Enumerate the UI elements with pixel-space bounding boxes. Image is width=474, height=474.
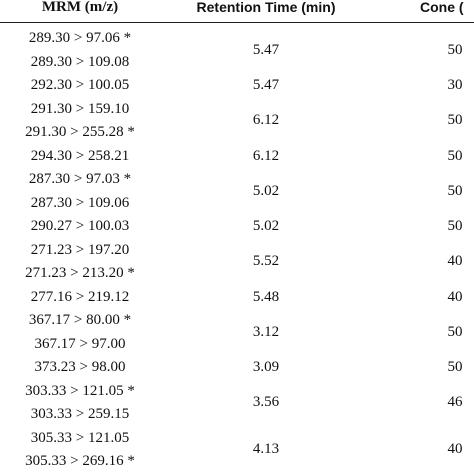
mrm-transition: 305.33 > 121.05 [30,429,130,446]
retention-time: 5.48 [252,288,280,305]
cone-voltage: 46 [447,394,463,411]
retention-time: 3.56 [252,394,280,411]
retention-time: 6.12 [252,147,280,164]
mrm-transition: 291.30 > 159.10 [30,100,130,117]
cone-voltage: 50 [447,182,463,199]
mrm-transition: 291.30 > 255.28 * [25,124,135,140]
retention-time: 5.02 [252,218,280,234]
mrm-transition: 277.16 > 219.12 [30,288,130,305]
retention-time: 6.12 [252,112,280,129]
cone-voltage: 50 [447,359,463,375]
retention-time: 5.52 [252,253,280,270]
cone-voltage: 40 [447,253,463,270]
mrm-transition: 305.33 > 269.16 * [25,453,135,469]
header-mrm: MRM (m/z) [41,0,119,15]
retention-time: 3.09 [252,359,280,375]
cone-voltage: 50 [447,147,463,164]
mrm-transition: 367.17 > 97.00 [34,335,126,352]
cone-voltage: 40 [447,441,463,458]
mrm-transition: 367.17 > 80.00 * [28,312,132,328]
mrm-transition: 303.33 > 121.05 * [25,382,135,399]
mrm-transition: 271.23 > 197.20 [30,241,130,258]
mrm-transition: 287.30 > 109.06 [30,194,130,211]
header-retention: Retention Time (min) [196,0,336,15]
cone-voltage: 30 [447,77,463,93]
mrm-transition: 271.23 > 213.20 * [25,265,135,281]
mrm-transition: 289.30 > 109.08 [30,53,130,70]
header-cone: Cone ( [420,0,464,15]
mrm-transition: 294.30 > 258.21 [30,147,130,164]
cone-voltage: 50 [447,112,463,129]
retention-time: 5.47 [252,77,280,93]
retention-time: 4.13 [252,441,280,458]
cone-voltage: 50 [447,218,463,234]
retention-time: 5.02 [252,182,280,199]
mrm-transition: 303.33 > 259.15 [30,406,130,422]
cone-voltage: 50 [447,41,463,58]
retention-time: 3.12 [252,323,280,340]
retention-time: 5.47 [252,41,280,58]
mrm-transition: 373.23 > 98.00 [34,359,126,375]
mrm-transition: 287.30 > 97.03 * [28,171,132,187]
mrm-transition: 289.30 > 97.06 * [28,30,132,46]
cone-voltage: 40 [447,288,463,305]
cone-voltage: 50 [447,323,463,340]
mrm-transition: 292.30 > 100.05 [30,77,130,93]
header-rule [0,22,474,23]
mrm-transition: 290.27 > 100.03 [30,218,130,234]
